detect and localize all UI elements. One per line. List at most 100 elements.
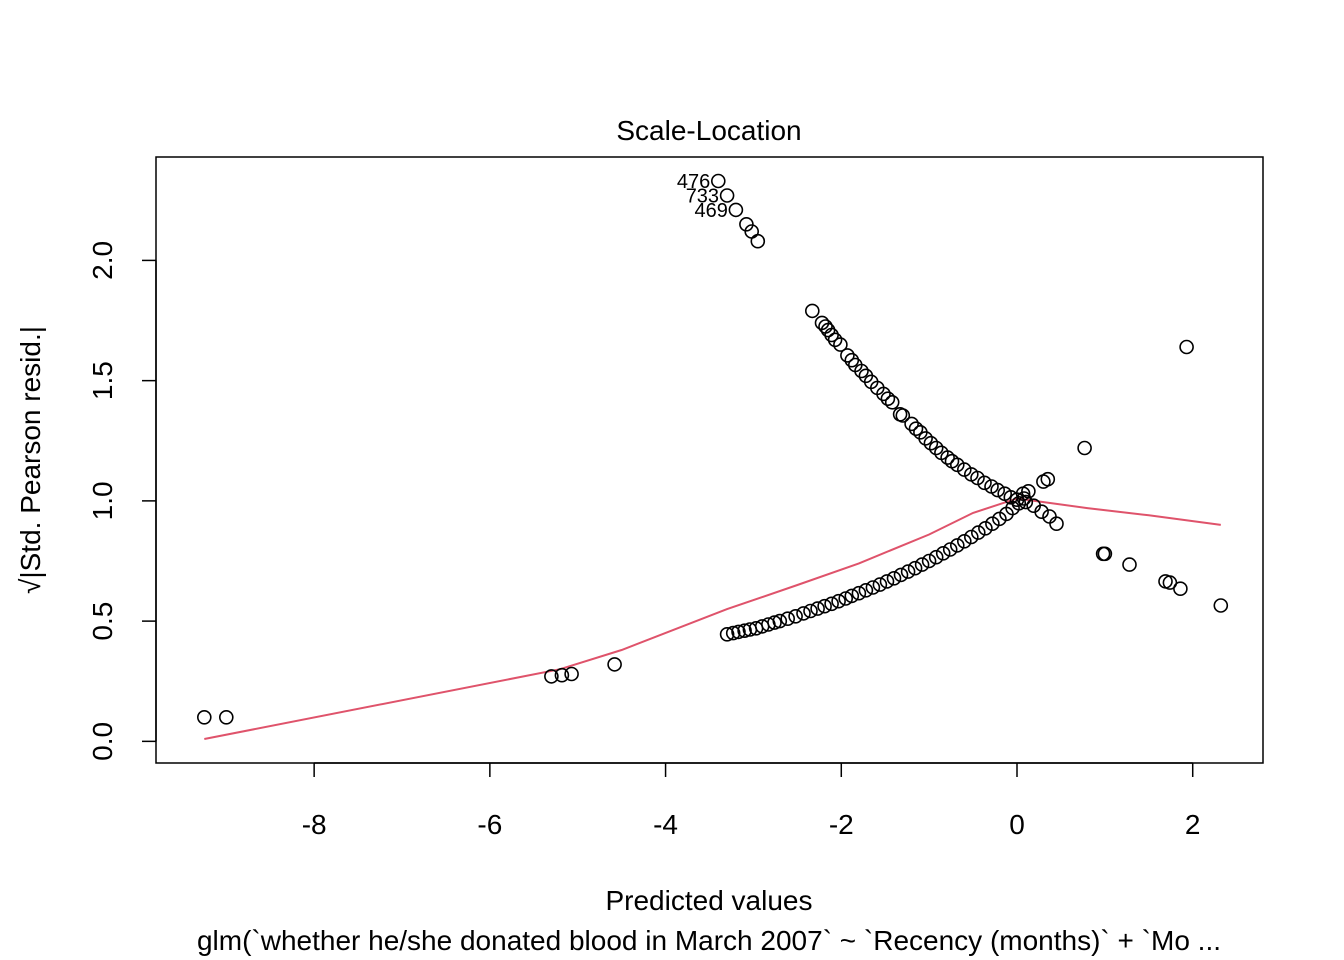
data-point: [796, 606, 811, 621]
data-point: [879, 574, 895, 589]
data-point: [880, 391, 896, 407]
data-point: [865, 580, 881, 595]
data-point: [921, 553, 937, 569]
data-point: [810, 601, 825, 616]
data-point: [1011, 495, 1027, 511]
data-point: [928, 440, 944, 456]
data-point: [554, 667, 570, 683]
data-point: [219, 709, 234, 725]
data-point: [970, 525, 986, 540]
data-point: [940, 450, 955, 465]
data-point: [827, 332, 843, 348]
point-label: 476: [677, 171, 710, 193]
data-point: [1097, 546, 1113, 562]
data-point: [1040, 471, 1056, 487]
data-point: [895, 408, 911, 423]
x-tick-label: 0: [1009, 809, 1025, 840]
data-point: [990, 482, 1006, 498]
data-point: [904, 416, 919, 432]
data-point: [197, 709, 212, 725]
data-point: [772, 613, 788, 629]
data-point: [907, 560, 923, 576]
data-point: [918, 431, 933, 446]
y-tick-label: 2.0: [87, 241, 118, 280]
data-point: [886, 570, 902, 586]
points-layer: [197, 173, 1229, 725]
data-point: [607, 657, 622, 672]
data-point: [844, 352, 860, 368]
data-point: [1015, 486, 1031, 502]
data-point: [854, 363, 869, 379]
x-tick-label: -8: [302, 809, 327, 840]
data-point: [942, 542, 958, 557]
data-point: [788, 608, 803, 624]
x-tick-label: -6: [477, 809, 502, 840]
y-tick-label: 1.5: [87, 361, 118, 400]
data-point: [728, 202, 744, 218]
plot-frame: [155, 156, 1264, 764]
y-tick-label: 1.0: [87, 481, 118, 520]
data-point: [876, 386, 891, 402]
data-point: [710, 173, 726, 189]
x-axis: -8 -6 -4 -2 0 2: [302, 762, 1201, 840]
data-point: [1034, 504, 1049, 520]
x-tick-label: -4: [653, 809, 678, 840]
point-label: 733: [686, 185, 719, 207]
data-point: [900, 564, 916, 579]
data-point: [1077, 440, 1092, 456]
data-point: [851, 585, 867, 601]
smooth-line-layer: [204, 497, 1221, 740]
data-point: [1179, 339, 1194, 355]
data-point: [780, 611, 796, 627]
data-point: [803, 603, 818, 619]
data-point: [725, 625, 741, 641]
x-tick-label: -2: [829, 809, 854, 840]
data-point: [844, 588, 860, 604]
y-axis: 0.0 0.5 1.0 1.5 2.0: [87, 241, 157, 761]
data-point: [719, 626, 735, 642]
data-point: [1122, 557, 1137, 572]
data-point: [737, 623, 752, 639]
data-point: [1213, 598, 1229, 613]
smooth-line: [204, 497, 1221, 740]
data-point: [872, 577, 888, 592]
data-point: [719, 188, 735, 203]
data-point: [833, 337, 848, 352]
data-point: [956, 533, 972, 549]
data-point: [923, 435, 939, 451]
data-point: [750, 233, 766, 249]
data-point: [840, 348, 855, 363]
data-point: [908, 421, 924, 437]
data-point: [963, 529, 979, 545]
data-point: [544, 669, 559, 684]
data-point: [1049, 516, 1064, 532]
y-axis-label: √|Std. Pearson resid.|: [15, 326, 46, 594]
data-point: [817, 598, 832, 614]
data-point: [564, 666, 579, 682]
data-point: [914, 557, 930, 572]
data-point: [884, 394, 900, 410]
chart-title: Scale-Location: [616, 115, 801, 146]
data-point: [928, 549, 944, 565]
y-tick-label: 0.0: [87, 722, 118, 761]
data-point: [977, 475, 992, 491]
x-tick-label: 2: [1185, 809, 1201, 840]
data-point: [949, 538, 965, 553]
data-point: [858, 582, 874, 598]
data-point: [1173, 581, 1188, 597]
point-label: 469: [694, 200, 727, 222]
data-point: [824, 596, 839, 612]
data-point: [804, 303, 820, 319]
data-point: [731, 624, 746, 640]
data-point: [935, 545, 951, 561]
data-point: [1016, 491, 1032, 506]
model-formula-subtitle: glm(`whether he/she donated blood in Mar…: [197, 925, 1221, 956]
data-point: [831, 593, 846, 609]
x-axis-label: Predicted values: [605, 885, 812, 916]
y-tick-label: 0.5: [87, 602, 118, 641]
data-point: [824, 327, 839, 343]
data-point: [893, 567, 909, 583]
